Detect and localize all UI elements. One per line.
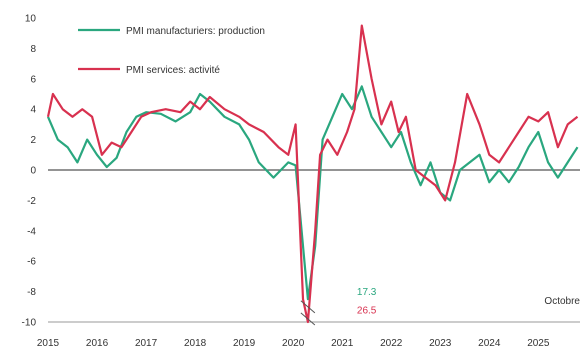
latest-period-label: Octobre (544, 296, 580, 307)
x-tick-label: 2018 (184, 338, 207, 349)
annotations: 17.3 26.5 Octobre (357, 287, 581, 316)
y-tick-label: 8 (30, 44, 36, 55)
y-tick-label: 0 (30, 166, 36, 177)
legend-label-services: PMI services: activité (126, 65, 220, 76)
y-tick-labels: 10 8 6 4 2 0 -2 -4 -6 -8 -10 (22, 14, 37, 329)
y-tick-label: 2 (30, 135, 36, 146)
series-line-services (46, 24, 579, 324)
y-tick-label: -2 (27, 196, 36, 207)
x-tick-label: 2022 (380, 338, 403, 349)
off-scale-value-label: 26.5 (357, 305, 377, 316)
y-tick-label: -4 (27, 226, 36, 237)
x-tick-label: 2023 (429, 338, 452, 349)
legend-label-manufacturing: PMI manufacturiers: production (126, 26, 265, 37)
x-tick-label: 2015 (37, 338, 60, 349)
x-tick-label: 2021 (331, 338, 354, 349)
x-tick-label: 2020 (282, 338, 305, 349)
x-tick-label: 2024 (478, 338, 501, 349)
y-tick-label: -10 (22, 318, 37, 329)
y-tick-label: 10 (25, 14, 37, 25)
x-tick-label: 2019 (233, 338, 256, 349)
series-line-manufacturing (46, 85, 579, 301)
x-tick-labels: 2015 2016 2017 2018 2019 2020 2021 2022 2023 2024… (37, 338, 550, 349)
y-tick-label: -6 (27, 257, 36, 268)
legend: PMI manufacturiers: production PMI servi… (78, 26, 265, 76)
break-marks (300, 300, 316, 326)
y-tick-label: 6 (30, 74, 36, 85)
y-tick-label: 4 (30, 105, 36, 116)
off-scale-value-label: 17.3 (357, 287, 377, 298)
x-tick-label: 2017 (135, 338, 158, 349)
axis-break-mark (300, 312, 316, 326)
x-tick-label: 2025 (527, 338, 550, 349)
series-lines (46, 24, 579, 324)
x-tick-label: 2016 (86, 338, 109, 349)
axis-break-mark (300, 300, 316, 314)
y-tick-label: -8 (27, 287, 36, 298)
